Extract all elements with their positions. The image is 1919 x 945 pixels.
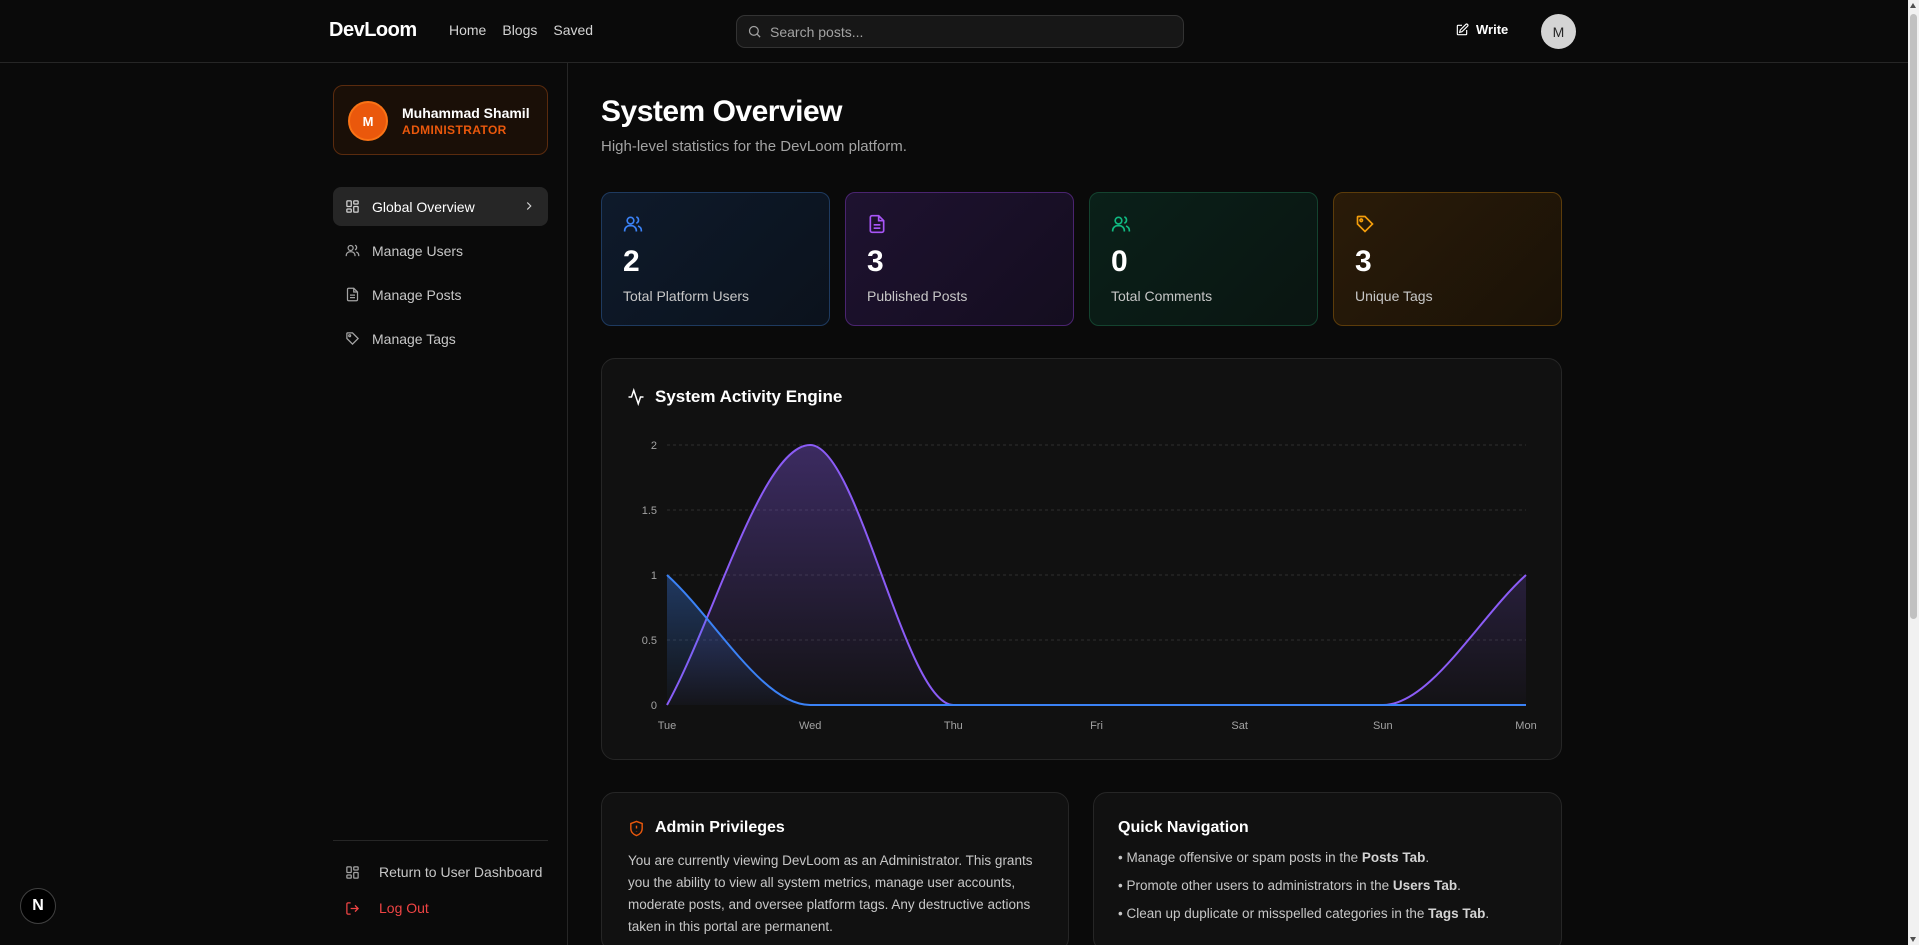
quick-navigation-card: Quick Navigation • Manage offensive or s… xyxy=(1093,792,1562,945)
y-tick-label: 2 xyxy=(651,440,657,452)
nav-link-saved[interactable]: Saved xyxy=(553,22,594,38)
sidebar-divider xyxy=(333,840,548,841)
stat-label: Total Comments xyxy=(1111,288,1213,304)
admin-privileges-text: You are currently viewing DevLoom as an … xyxy=(628,853,1033,934)
x-tick-label: Sat xyxy=(1231,720,1248,732)
activity-chart-card: System Activity Engine 0 0.5 1 1.5 2 Tue Wed Th… xyxy=(601,358,1562,760)
scroll-up-arrow-icon[interactable] xyxy=(1910,3,1916,8)
search-input[interactable] xyxy=(770,23,1150,40)
grid-icon xyxy=(346,865,359,879)
users-icon xyxy=(623,216,643,232)
users-icon xyxy=(1111,216,1131,232)
list-item: • Manage offensive or spam posts in the … xyxy=(1118,850,1430,865)
sidebar-item-global-overview[interactable]: Global Overview xyxy=(333,187,548,226)
nav-link-blogs[interactable]: Blogs xyxy=(502,22,538,38)
y-tick-label: 1.5 xyxy=(642,505,657,517)
nav-link-home[interactable]: Home xyxy=(449,22,487,38)
sidebar-item-label: Manage Users xyxy=(372,242,464,259)
logout-button[interactable]: Log Out xyxy=(333,900,429,916)
profile-avatar: M xyxy=(348,101,388,141)
file-icon xyxy=(869,214,885,234)
stat-label: Published Posts xyxy=(867,288,968,304)
quick-navigation-title: Quick Navigation xyxy=(1118,819,1249,836)
stat-card-posts: 3 Published Posts xyxy=(845,192,1074,326)
sidebar-item-label: Manage Posts xyxy=(372,286,462,303)
return-dashboard-link[interactable]: Return to User Dashboard xyxy=(333,864,542,880)
scrollbar-thumb[interactable] xyxy=(1910,14,1917,619)
profile-name: Muhammad Shamil xyxy=(402,105,530,121)
sidebar-item-manage-users[interactable]: Manage Users xyxy=(333,231,548,270)
users-icon xyxy=(345,244,360,257)
nav-links: Home Blogs Saved xyxy=(449,22,593,38)
page-title: System Overview xyxy=(601,95,842,128)
stat-card-comments: 0 Total Comments xyxy=(1089,192,1318,326)
brand-logo[interactable]: DevLoom xyxy=(329,19,417,41)
logout-icon xyxy=(346,901,360,915)
x-tick-label: Fri xyxy=(1090,720,1103,732)
pencil-square-icon xyxy=(1456,23,1469,35)
logout-label: Log Out xyxy=(379,900,429,916)
activity-chart: 0 0.5 1 1.5 2 Tue Wed Thu Fri Sat Sun Mon xyxy=(642,440,1537,732)
grid-icon xyxy=(346,200,359,213)
posts-tab-link: Posts Tab xyxy=(1361,850,1426,865)
sidebar-item-label: Global Overview xyxy=(372,198,475,215)
y-tick-label: 0 xyxy=(651,700,657,712)
profile-role: ADMINISTRATOR xyxy=(402,123,507,137)
stat-value: 2 xyxy=(623,245,640,278)
stat-value: 0 xyxy=(1111,245,1128,278)
file-icon xyxy=(346,287,359,302)
stat-label: Total Platform Users xyxy=(623,288,750,304)
x-tick-label: Tue xyxy=(658,720,677,732)
x-tick-label: Mon xyxy=(1515,720,1536,732)
tags-tab-link: Tags Tab xyxy=(1428,906,1486,921)
return-dashboard-label: Return to User Dashboard xyxy=(379,864,543,880)
chart-title: System Activity Engine xyxy=(655,387,843,406)
x-tick-label: Thu xyxy=(944,720,963,732)
sidebar-item-label: Manage Tags xyxy=(372,330,456,347)
page-subtitle: High-level statistics for the DevLoom pl… xyxy=(601,138,907,155)
search-bar[interactable] xyxy=(736,15,1184,48)
sidebar-item-manage-tags[interactable]: Manage Tags xyxy=(333,319,548,358)
x-tick-label: Sun xyxy=(1373,720,1393,732)
tag-icon xyxy=(346,332,360,346)
stat-value: 3 xyxy=(867,245,884,278)
admin-privileges-card: Admin Privileges You are currently viewi… xyxy=(601,792,1069,945)
top-navbar: DevLoom Home Blogs Saved Write M xyxy=(0,0,1908,63)
next-dev-badge[interactable]: N xyxy=(20,888,56,924)
user-avatar[interactable]: M xyxy=(1541,14,1576,49)
stat-card-users: 2 Total Platform Users xyxy=(601,192,830,326)
list-item: • Clean up duplicate or misspelled categ… xyxy=(1118,906,1490,921)
series-line xyxy=(666,574,1526,706)
y-tick-label: 1 xyxy=(651,570,657,582)
stat-value: 3 xyxy=(1355,245,1372,278)
y-tick-label: 0.5 xyxy=(642,635,657,647)
sidebar-item-manage-posts[interactable]: Manage Posts xyxy=(333,275,548,314)
tag-icon xyxy=(1356,215,1374,233)
admin-sidebar: M Muhammad Shamil ADMINISTRATOR Global O… xyxy=(0,63,568,945)
quick-navigation-list: • Manage offensive or spam posts in the … xyxy=(1118,850,1489,934)
chevron-right-icon xyxy=(526,202,532,210)
stat-card-tags: 3 Unique Tags xyxy=(1333,192,1562,326)
activity-icon xyxy=(628,388,644,406)
profile-card: M Muhammad Shamil ADMINISTRATOR xyxy=(333,85,548,155)
page-scrollbar[interactable] xyxy=(1908,0,1919,945)
x-tick-label: Wed xyxy=(799,720,821,732)
shield-alert-icon xyxy=(630,820,643,837)
search-icon xyxy=(748,25,761,38)
write-label: Write xyxy=(1476,22,1509,37)
write-button[interactable]: Write xyxy=(1455,22,1508,37)
stat-label: Unique Tags xyxy=(1355,288,1433,304)
scroll-down-arrow-icon[interactable] xyxy=(1910,937,1916,942)
series-area xyxy=(667,445,1526,705)
list-item: • Promote other users to administrators … xyxy=(1118,878,1461,893)
series-area xyxy=(667,575,1526,705)
admin-privileges-title: Admin Privileges xyxy=(655,819,785,836)
users-tab-link: Users Tab xyxy=(1392,878,1458,893)
